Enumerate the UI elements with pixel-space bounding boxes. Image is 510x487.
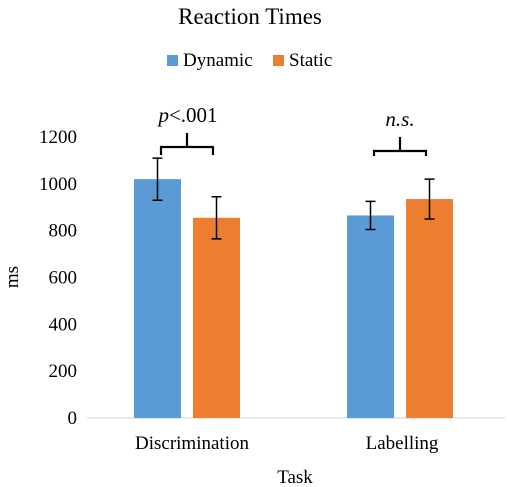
bar-discrimination-static [193, 217, 240, 418]
y-tick-label: 0 [68, 408, 78, 429]
legend-label-dynamic: Dynamic [183, 50, 253, 71]
y-tick-label: 1200 [39, 127, 77, 148]
y-tick-label: 600 [49, 268, 78, 289]
y-tick-label: 1000 [39, 174, 77, 195]
error-bar-discrimination-static [211, 195, 222, 240]
legend-label-static: Static [289, 50, 332, 71]
annotation-discrimination: p<.001 [156, 103, 217, 127]
y-axis-label: ms [2, 266, 23, 288]
annotation-labelling: n.s. [385, 107, 414, 131]
error-bar-labelling-dynamic [365, 200, 376, 231]
y-tick-label: 200 [49, 361, 78, 382]
category-label-labelling: Labelling [366, 433, 439, 454]
legend-swatch-dynamic [167, 55, 178, 66]
significance-bracket-discrimination [159, 133, 215, 155]
category-label-discrimination: Discrimination [135, 433, 249, 454]
y-tick-label: 800 [49, 221, 78, 242]
y-tick-label: 400 [49, 314, 78, 335]
bar-labelling-dynamic [347, 215, 394, 418]
y-tick-labels: 0 200 400 600 800 1000 1200 [39, 127, 77, 429]
legend: Dynamic Static [167, 50, 332, 71]
error-bar-labelling-static [424, 178, 435, 220]
chart-title: Reaction Times [178, 4, 322, 29]
bar-labelling-static [406, 199, 453, 418]
error-bar-discrimination-dynamic [152, 157, 163, 201]
bar-discrimination-dynamic [134, 179, 181, 418]
significance-bracket-labelling [372, 137, 428, 156]
x-axis-label: Task [277, 467, 313, 487]
legend-swatch-static [273, 55, 284, 66]
